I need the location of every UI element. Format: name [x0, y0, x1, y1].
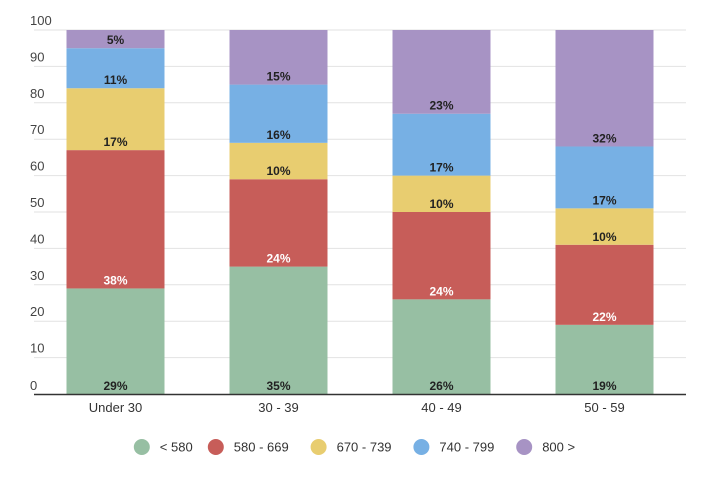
data-label: 32% [592, 131, 616, 145]
data-label: 22% [592, 310, 616, 324]
bar-segment [392, 113, 491, 176]
data-label: 38% [103, 273, 127, 287]
legend-swatch [413, 439, 430, 455]
legend-swatch [133, 439, 150, 455]
bar-segment [66, 88, 165, 151]
data-label: 15% [266, 70, 290, 84]
y-tick-label: 40 [30, 231, 44, 246]
data-label: 16% [266, 128, 290, 142]
data-label: 11% [104, 73, 128, 87]
bar-segment [229, 179, 328, 267]
x-tick-label: 40 - 49 [421, 400, 461, 415]
bar-segment [66, 150, 165, 289]
bar-segment [392, 299, 491, 394]
legend-label: 580 - 669 [234, 440, 289, 455]
y-tick-label: 60 [30, 159, 44, 174]
bar-segment [555, 30, 654, 147]
data-label: 17% [103, 135, 127, 149]
bar-segment [66, 288, 165, 394]
x-tick-label: Under 30 [89, 400, 142, 415]
y-tick-label: 20 [30, 304, 44, 319]
x-tick-label: 30 - 39 [258, 400, 298, 415]
bar-segment [392, 212, 491, 300]
bar-segment [392, 175, 491, 212]
bar-segment [229, 266, 328, 394]
data-label: 10% [592, 230, 616, 244]
data-label: 24% [429, 284, 453, 298]
y-tick-label: 80 [30, 86, 44, 101]
y-tick-label: 50 [30, 195, 44, 210]
legend-swatch [207, 439, 224, 455]
legend-swatch [310, 439, 327, 455]
legend-swatch [516, 439, 533, 455]
legend: < 580 580 - 669 670 - 739 740 - 799 800 > [133, 439, 575, 455]
data-label: 23% [429, 99, 453, 113]
data-label: 19% [592, 379, 616, 393]
bar-segment [229, 142, 328, 180]
legend-label: 800 > [542, 440, 575, 455]
y-tick-label: 0 [30, 378, 37, 393]
bar-segment [555, 324, 654, 394]
y-tick-label: 30 [30, 268, 44, 283]
data-label: 10% [266, 164, 290, 178]
bar-segment [229, 30, 328, 85]
data-label: 17% [429, 161, 453, 175]
y-tick-label: 100 [30, 13, 52, 28]
y-axis: 0 10 20 30 40 50 60 70 80 90 100 [30, 13, 52, 393]
bar-segment [555, 146, 654, 209]
data-label: 17% [592, 193, 616, 207]
x-tick-label: 50 - 59 [584, 400, 624, 415]
bar-segment [392, 30, 491, 114]
x-axis: Under 30 30 - 39 40 - 49 50 - 59 [89, 400, 625, 415]
y-tick-label: 10 [30, 341, 44, 356]
bars: 29% 38% 17% 11% 5% 35% 24% 10% 16% 15% 26% 24% 10% 17… [66, 30, 654, 394]
y-tick-label: 90 [30, 49, 44, 64]
legend-label: < 580 [160, 440, 193, 455]
data-label: 29% [103, 379, 127, 393]
bar-segment [66, 30, 165, 49]
data-label: 10% [429, 197, 453, 211]
data-label: 24% [266, 252, 290, 266]
bar-segment [229, 84, 328, 143]
data-label: 5% [107, 33, 125, 47]
legend-label: 670 - 739 [337, 440, 392, 455]
data-label: 26% [429, 379, 453, 393]
bar-segment [555, 244, 654, 325]
data-label: 35% [266, 379, 290, 393]
y-tick-label: 70 [30, 122, 44, 137]
bar-segment [66, 48, 165, 89]
bar-segment [555, 208, 654, 245]
legend-label: 740 - 799 [439, 440, 494, 455]
